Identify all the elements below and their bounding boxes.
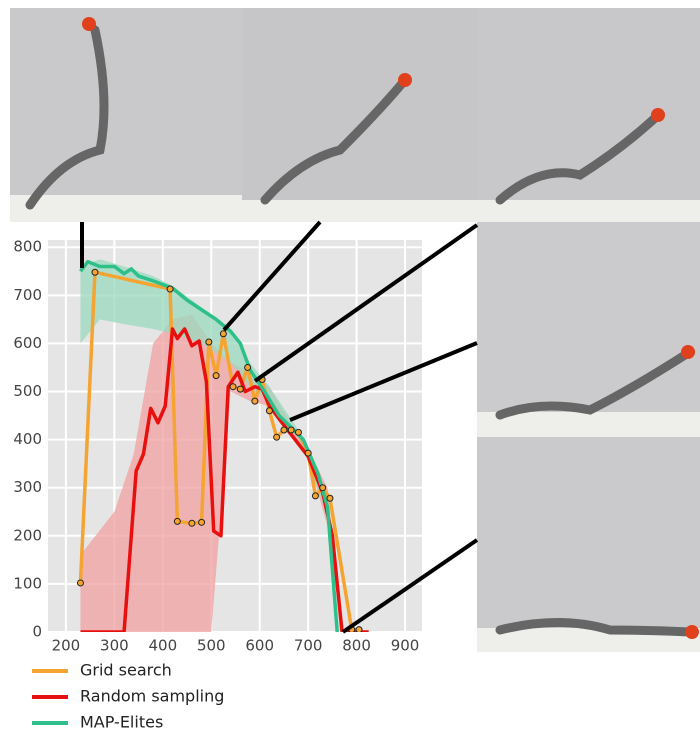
leader-lines xyxy=(80,220,479,634)
point xyxy=(355,626,363,632)
end-effectors xyxy=(82,17,699,639)
point xyxy=(319,484,327,492)
robot-arms xyxy=(25,25,695,637)
y-tick-label: 500 xyxy=(13,382,42,400)
legend-label: Grid search xyxy=(80,661,172,680)
x-tick-label: 500 xyxy=(197,637,226,655)
x-tick-label: 300 xyxy=(100,637,129,655)
band xyxy=(80,259,338,632)
legend: Grid search Random sampling MAP-Elites xyxy=(32,661,224,732)
point xyxy=(173,517,181,525)
point xyxy=(273,433,281,441)
y-tick-label: 100 xyxy=(13,574,42,592)
point xyxy=(326,494,334,502)
photo xyxy=(477,222,700,437)
y-tick-label: 700 xyxy=(13,286,42,304)
point xyxy=(265,407,273,415)
point xyxy=(205,338,213,346)
y-tick-label: 200 xyxy=(13,526,42,544)
series-line xyxy=(80,327,369,632)
photo-table xyxy=(242,200,477,222)
point xyxy=(280,426,288,434)
point xyxy=(198,518,206,526)
y-tick-label: 0 xyxy=(32,623,42,641)
point xyxy=(251,397,259,405)
point xyxy=(76,579,84,587)
x-tick-label: 800 xyxy=(342,637,371,655)
y-tick-label: 400 xyxy=(13,430,42,448)
x-tick-label: 400 xyxy=(148,637,177,655)
legend-label: MAP-Elites xyxy=(80,713,163,732)
point xyxy=(219,330,227,338)
photo-table xyxy=(477,200,700,222)
x-tick-label: 900 xyxy=(391,637,420,655)
point xyxy=(287,426,295,434)
y-tick-label: 800 xyxy=(13,238,42,256)
y-tick-label: 300 xyxy=(13,478,42,496)
x-tick-label: 600 xyxy=(245,637,274,655)
x-tick-label: 700 xyxy=(294,637,323,655)
legend-label: Random sampling xyxy=(80,687,224,706)
point xyxy=(229,383,237,391)
point xyxy=(244,363,252,371)
point xyxy=(212,372,220,380)
lines xyxy=(76,259,369,632)
photo-table xyxy=(477,412,700,437)
point xyxy=(236,385,244,393)
tick-labels: 0 100 200 300 400 500 600 700 800 200 300 400 500 600… xyxy=(13,238,419,655)
photos xyxy=(10,8,700,652)
y-tick-label: 600 xyxy=(13,334,42,352)
point xyxy=(311,492,319,500)
point xyxy=(91,268,99,276)
photo xyxy=(477,437,700,652)
x-tick-label: 200 xyxy=(52,637,81,655)
point xyxy=(294,428,302,436)
photo-table xyxy=(10,195,242,222)
point xyxy=(166,285,174,293)
point xyxy=(304,449,312,457)
point xyxy=(188,519,196,527)
